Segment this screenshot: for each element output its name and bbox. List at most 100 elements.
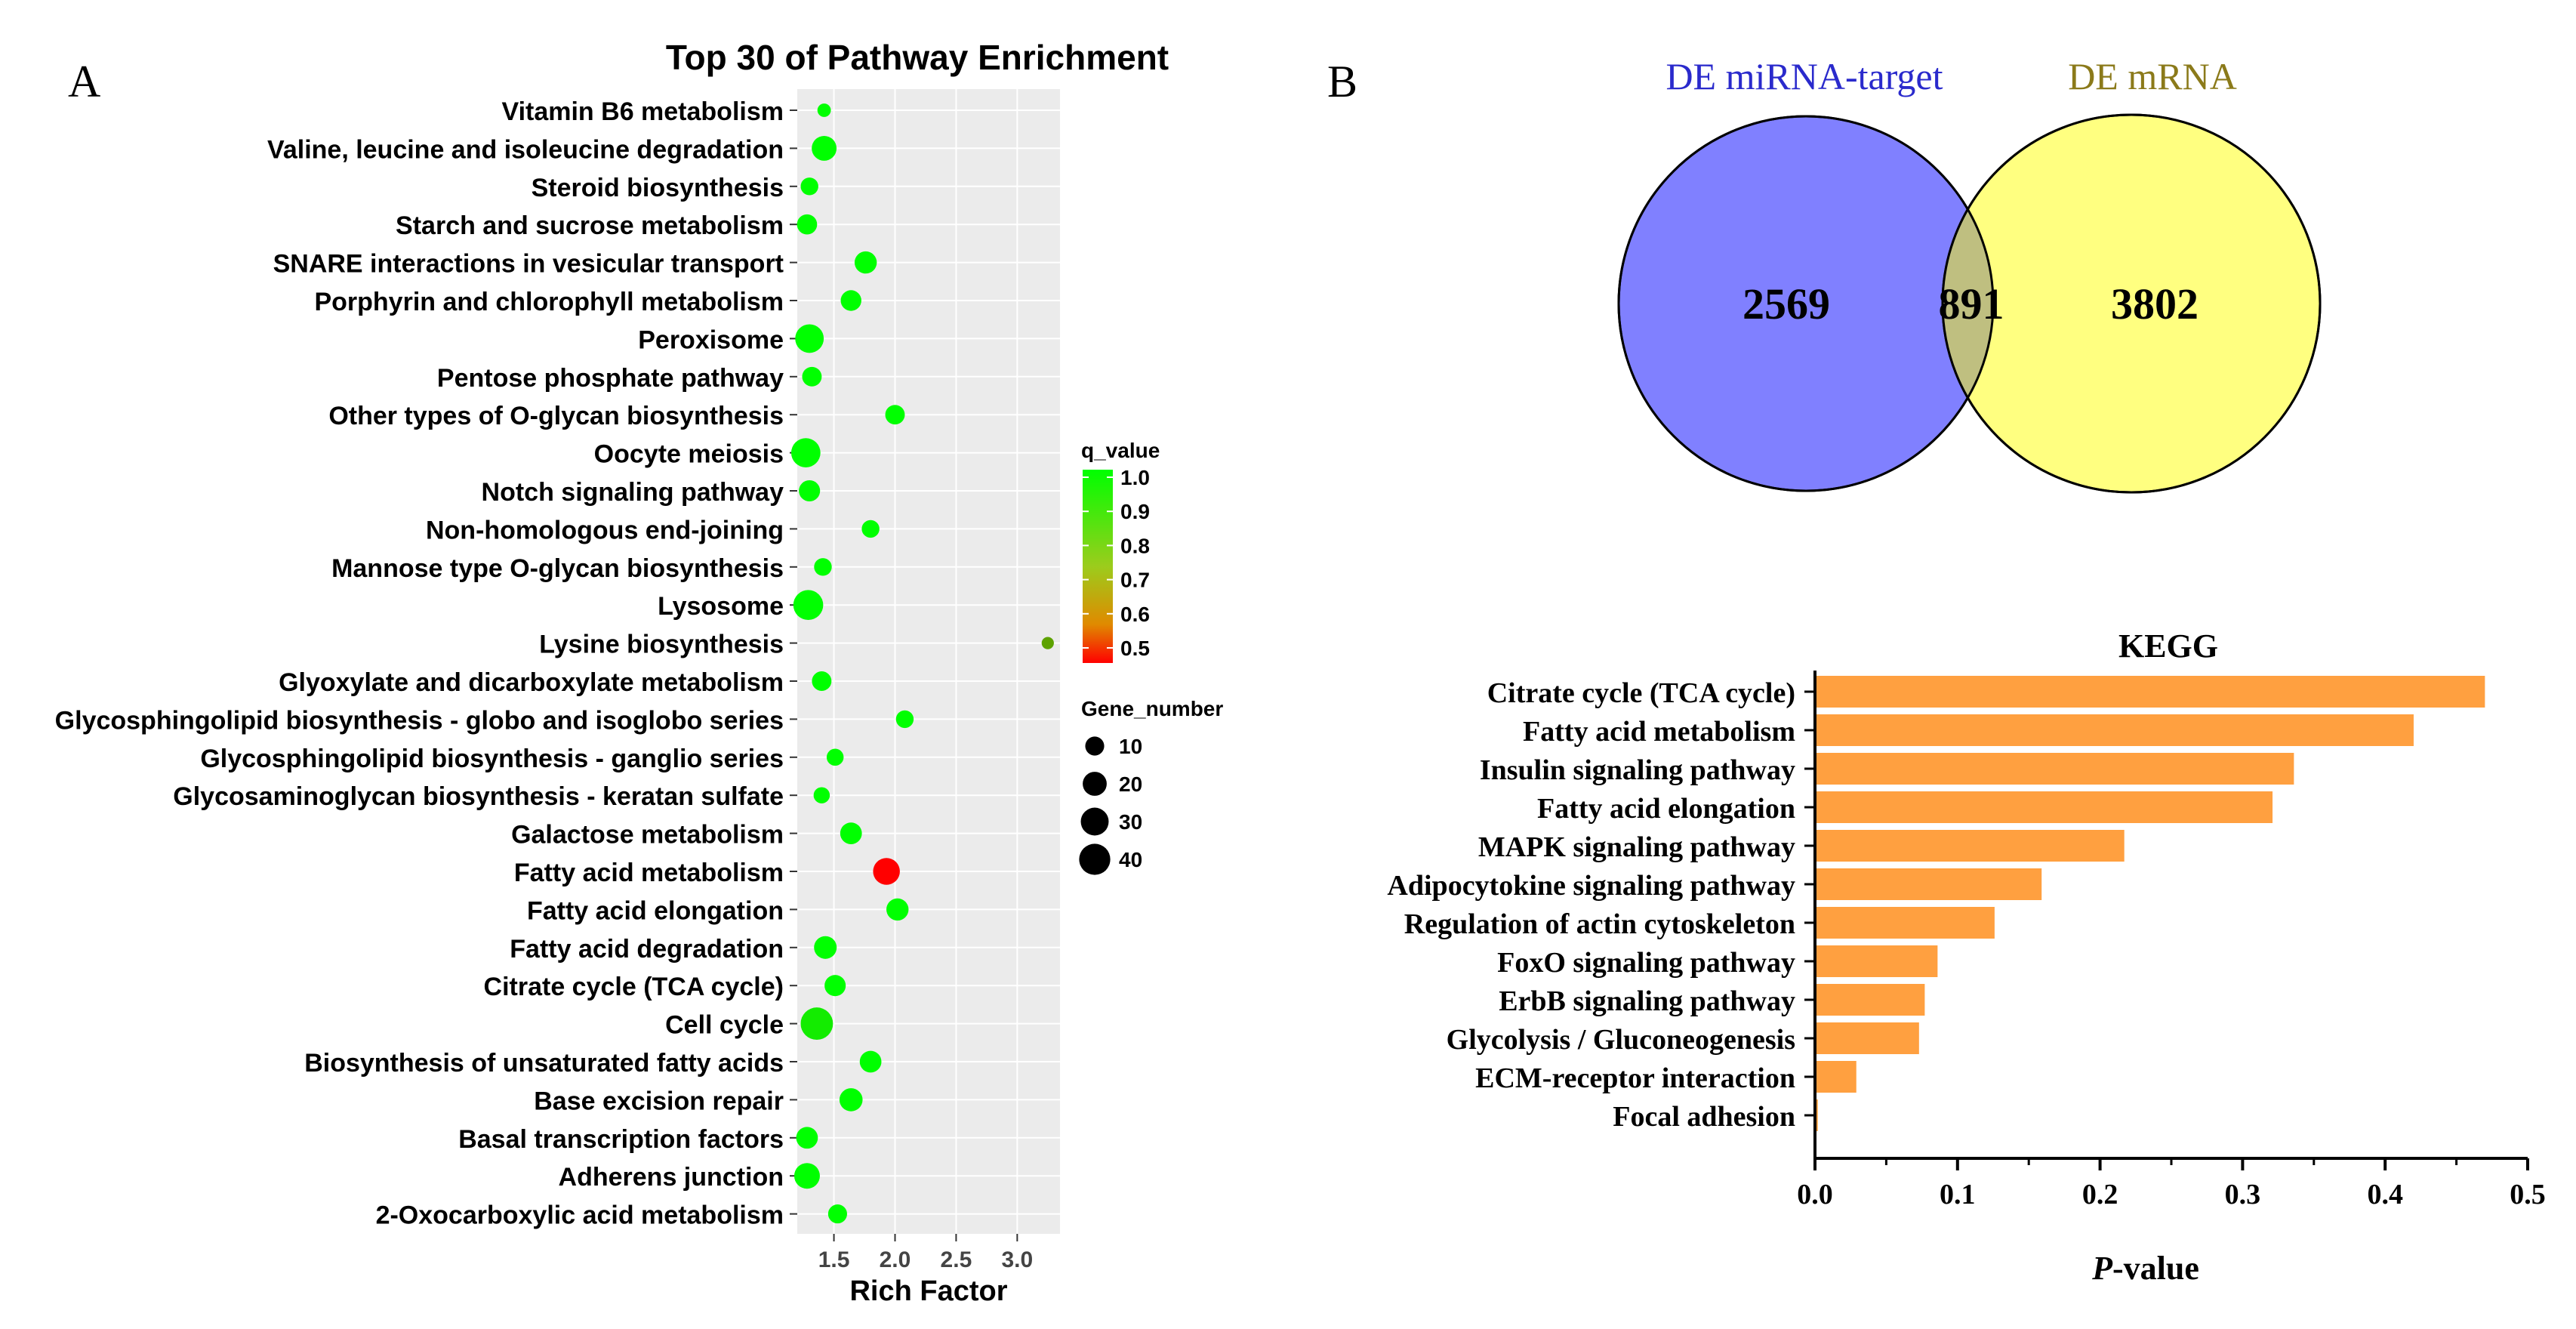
- point-vitamin-b6-metabolism: [817, 103, 831, 117]
- size-legend-label: 20: [1119, 772, 1142, 796]
- pathway-label-fatty-acid-elongation: Fatty acid elongation: [527, 896, 784, 925]
- point-adherens-junction: [793, 1163, 820, 1189]
- pathway-label-non-homologous-end-joining: Non-homologous end-joining: [426, 516, 784, 544]
- bar-regulation-of-actin-cytoskeleton: [1815, 907, 1995, 939]
- point-oocyte-meiosis: [790, 438, 821, 467]
- pathway-label-valine-leucine-and-isoleucine-degradation: Valine, leucine and isoleucine degradati…: [267, 135, 784, 164]
- category-label-glycolysis-gluconeogenesis: Glycolysis / Gluconeogenesis: [1447, 1024, 1795, 1056]
- pathway-label-glyoxylate-and-dicarboxylate-metabolism: Glyoxylate and dicarboxylate metabolism: [279, 668, 784, 697]
- pathway-label-vitamin-b6-metabolism: Vitamin B6 metabolism: [502, 97, 784, 126]
- pathway-label-2-oxocarboxylic-acid-metabolism: 2-Oxocarboxylic acid metabolism: [376, 1201, 784, 1230]
- pathway-label-peroxisome: Peroxisome: [638, 325, 784, 354]
- pathway-label-lysosome: Lysosome: [658, 592, 784, 621]
- point-notch-signaling-pathway: [799, 479, 821, 502]
- kegg-x-axis-title-rest: -value: [2112, 1250, 2199, 1287]
- point-peroxisome: [795, 324, 824, 353]
- category-label-citrate-cycle-tca-cycle: Citrate cycle (TCA cycle): [1487, 677, 1795, 709]
- point-lysine-biosynthesis: [1041, 637, 1054, 649]
- category-label-foxo-signaling-pathway: FoxO signaling pathway: [1497, 947, 1795, 979]
- bar-erbb-signaling-pathway: [1815, 984, 1925, 1016]
- pathway-label-mannose-type-o-glycan-biosynthesis: Mannose type O-glycan biosynthesis: [331, 554, 784, 583]
- venn-diagram: DE miRNA-target DE mRNA 2569 891 3802: [1617, 55, 2322, 494]
- color-legend: q_value 1.0 0.9 0.8 0.7 0.6 0.5: [1081, 439, 1160, 663]
- pathway-label-adherens-junction: Adherens junction: [559, 1163, 784, 1192]
- category-label-regulation-of-actin-cytoskeleton: Regulation of actin cytoskeleton: [1404, 908, 1795, 940]
- pathway-label-starch-and-sucrose-metabolism: Starch and sucrose metabolism: [396, 211, 784, 240]
- venn-count-intersection: 891: [1939, 279, 2004, 328]
- point-steroid-biosynthesis: [800, 177, 818, 196]
- pathway-label-basal-transcription-factors: Basal transcription factors: [458, 1125, 784, 1154]
- bar-mapk-signaling-pathway: [1815, 830, 2125, 862]
- size-legend-dot: [1080, 807, 1109, 836]
- x-tick-label: 3.0: [1001, 1247, 1033, 1272]
- category-label-fatty-acid-elongation: Fatty acid elongation: [1537, 793, 1795, 825]
- venn-label-de-mrna: DE mRNA: [2068, 55, 2237, 97]
- kegg-x-axis-title-italic: P: [2091, 1250, 2113, 1287]
- point-fatty-acid-degradation: [814, 936, 837, 959]
- pathway-labels: Vitamin B6 metabolism Valine, leucine and…: [55, 97, 797, 1230]
- point-snare-interactions-in-vesicular-transport: [854, 251, 877, 274]
- color-legend-bar: [1083, 470, 1113, 663]
- point-glycosaminoglycan-biosynthesis-keratan-sulfate: [813, 787, 830, 803]
- pathway-label-fatty-acid-degradation: Fatty acid degradation: [510, 935, 784, 964]
- pathway-label-lysine-biosynthesis: Lysine biosynthesis: [539, 631, 784, 659]
- point-glyoxylate-and-dicarboxylate-metabolism: [812, 671, 832, 691]
- color-legend-tick-label: 0.7: [1120, 569, 1150, 592]
- kegg-x-tick-label: 0.4: [2367, 1179, 2403, 1210]
- point-basal-transcription-factors: [796, 1127, 818, 1149]
- point-non-homologous-end-joining: [861, 520, 880, 538]
- category-label-focal-adhesion: Focal adhesion: [1613, 1101, 1795, 1133]
- category-label-erbb-signaling-pathway: ErbB signaling pathway: [1499, 985, 1795, 1017]
- bar-foxo-signaling-pathway: [1815, 945, 1938, 977]
- category-label-ecm-receptor-interaction: ECM-receptor interaction: [1475, 1062, 1795, 1094]
- kegg-chart-title: KEGG: [2118, 627, 2218, 664]
- pathway-label-fatty-acid-metabolism: Fatty acid metabolism: [514, 859, 784, 887]
- pathway-label-glycosphingolipid-biosynthesis-ganglio-series: Glycosphingolipid biosynthesis - ganglio…: [200, 745, 784, 773]
- category-label-fatty-acid-metabolism: Fatty acid metabolism: [1523, 716, 1795, 748]
- venn-circle-outline-right: [1941, 113, 2322, 494]
- point-lysosome: [793, 590, 824, 620]
- data-points: [790, 103, 1054, 1224]
- category-label-mapk-signaling-pathway: MAPK signaling pathway: [1478, 831, 1795, 863]
- venn-count-left-only: 2569: [1742, 279, 1830, 328]
- kegg-x-tick-label: 0.1: [1940, 1179, 1976, 1210]
- venn-count-right-only: 3802: [2111, 279, 2199, 328]
- bar-citrate-cycle-tca-cycle: [1815, 676, 2485, 708]
- point-starch-and-sucrose-metabolism: [797, 214, 818, 235]
- kegg-bars: [1815, 676, 2485, 1131]
- chart-title: Top 30 of Pathway Enrichment: [666, 38, 1169, 77]
- size-legend: Gene_number 10 20 30 40: [1079, 697, 1223, 875]
- category-label-adipocytokine-signaling-pathway: Adipocytokine signaling pathway: [1387, 870, 1795, 902]
- point-valine-leucine-and-isoleucine-degradation: [812, 135, 837, 161]
- color-legend-tick-label: 0.5: [1120, 637, 1150, 660]
- x-tick-label: 2.5: [941, 1247, 972, 1272]
- point-citrate-cycle-tca-cycle: [824, 975, 846, 997]
- pathway-label-snare-interactions-in-vesicular-transport: SNARE interactions in vesicular transpor…: [273, 250, 784, 279]
- color-legend-tick-label: 0.6: [1120, 603, 1150, 626]
- pathway-label-pentose-phosphate-pathway: Pentose phosphate pathway: [437, 364, 784, 393]
- point-base-excision-repair: [839, 1088, 863, 1112]
- kegg-x-tick-label: 0.0: [1797, 1179, 1833, 1210]
- point-fatty-acid-metabolism: [873, 858, 900, 885]
- point-cell-cycle: [800, 1007, 834, 1041]
- size-legend-dot: [1079, 843, 1111, 875]
- point-glycosphingolipid-biosynthesis-ganglio-series: [826, 748, 844, 766]
- pathway-label-oocyte-meiosis: Oocyte meiosis: [594, 440, 784, 469]
- bar-fatty-acid-metabolism: [1815, 714, 2414, 746]
- pathway-label-cell-cycle: Cell cycle: [665, 1011, 784, 1040]
- point-mannose-type-o-glycan-biosynthesis: [814, 558, 832, 576]
- kegg-x-tick-label: 0.2: [2082, 1179, 2118, 1210]
- pathway-label-other-types-of-o-glycan-biosynthesis: Other types of O-glycan biosynthesis: [328, 402, 784, 430]
- bar-ecm-receptor-interaction: [1815, 1061, 1857, 1093]
- bar-fatty-acid-elongation: [1815, 791, 2273, 823]
- grid-lines: [797, 89, 1060, 1234]
- point-glycosphingolipid-biosynthesis-globo-and-isoglobo-series: [895, 710, 914, 729]
- color-legend-title: q_value: [1081, 439, 1160, 462]
- kegg-x-tick-label: 0.3: [2225, 1179, 2261, 1210]
- pathway-label-notch-signaling-pathway: Notch signaling pathway: [482, 478, 784, 507]
- kegg-category-labels: Citrate cycle (TCA cycle) Fatty acid meta…: [1387, 677, 1815, 1133]
- point-galactose-metabolism: [840, 822, 862, 844]
- pathway-label-base-excision-repair: Base excision repair: [534, 1087, 784, 1115]
- color-legend-tick-label: 0.9: [1120, 500, 1150, 523]
